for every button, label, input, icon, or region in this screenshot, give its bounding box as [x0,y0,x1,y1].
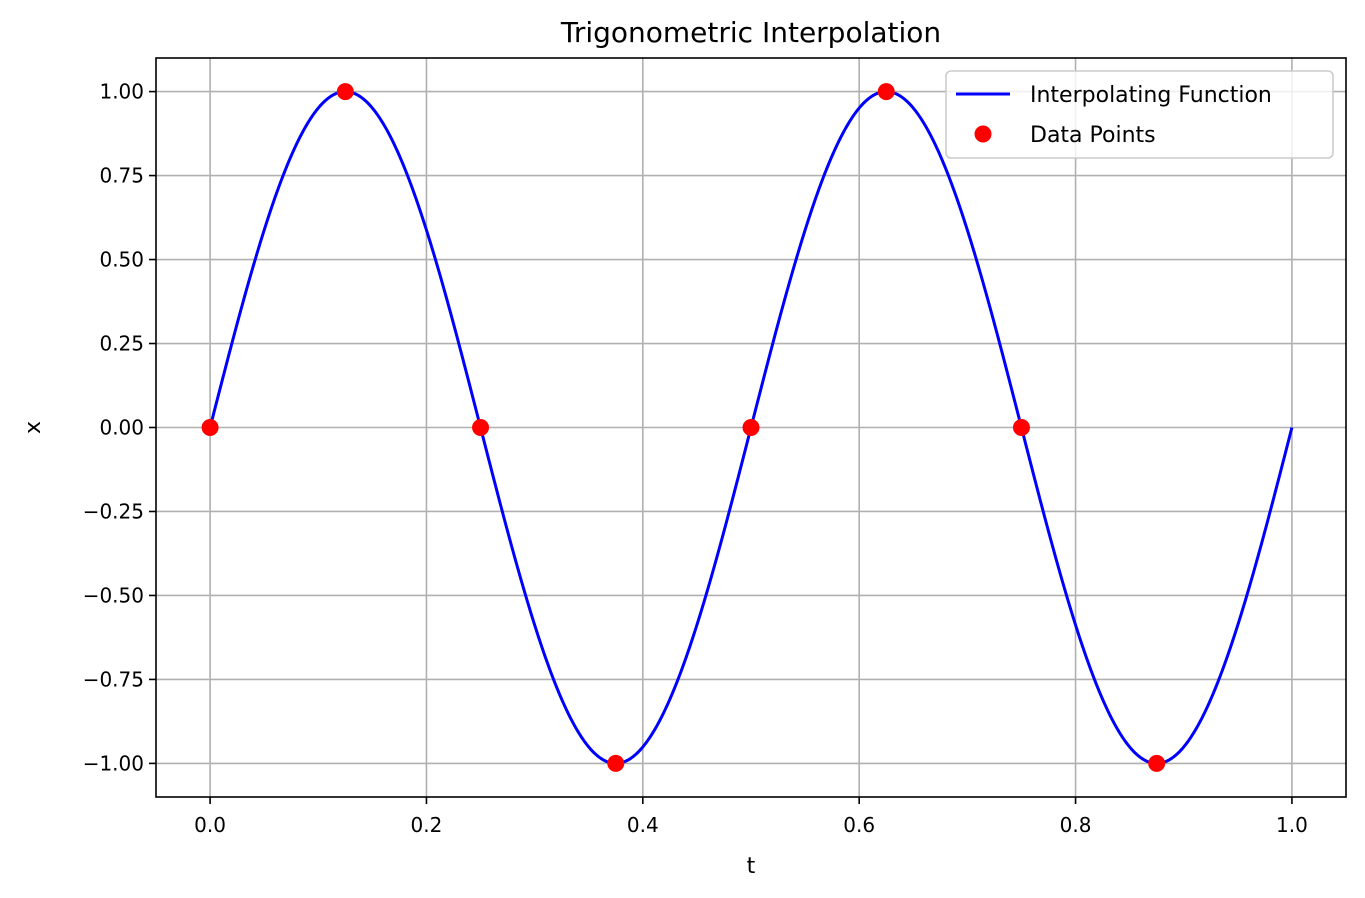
data-point [1148,754,1166,772]
legend-marker-swatch [974,125,992,143]
x-axis-label: t [747,854,756,879]
y-tick-label: −0.75 [83,667,144,691]
y-tick-label: −1.00 [83,751,144,775]
data-point [877,83,895,101]
legend-box [945,70,1334,159]
x-tick-label: 0.6 [843,813,875,837]
y-tick-label: 0.50 [99,248,144,272]
y-tick-label: 0.75 [99,164,144,188]
legend: Interpolating Function Data Points [945,70,1334,159]
legend-label-line: Interpolating Function [1030,83,1272,108]
chart-title: Trigonometric Interpolation [560,16,941,49]
data-point [336,83,354,101]
data-point [1012,419,1030,436]
x-tick-label: 1.0 [1276,813,1308,837]
data-point [742,419,760,436]
x-tick-label: 0.8 [1060,813,1092,837]
x-tick-label: 0.0 [194,813,226,837]
y-tick-label: −0.50 [83,583,144,607]
legend-label-points: Data Points [1030,123,1156,148]
y-tick-label: 0.00 [99,416,144,440]
x-tick-label: 0.4 [627,813,659,837]
plot-series [201,83,1294,772]
data-point [472,419,490,436]
data-point [607,754,625,772]
y-tick-label: 0.25 [99,332,144,356]
data-point [201,419,219,436]
ticks: 0.0 0.2 0.4 0.6 0.8 1.0 1.00 0.75 0.50 0.25 0.00 −0… [83,80,1308,837]
y-tick-label: 1.00 [99,80,144,104]
y-tick-label: −0.25 [83,499,144,523]
y-axis-label: x [21,421,46,434]
x-tick-label: 0.2 [411,813,443,837]
